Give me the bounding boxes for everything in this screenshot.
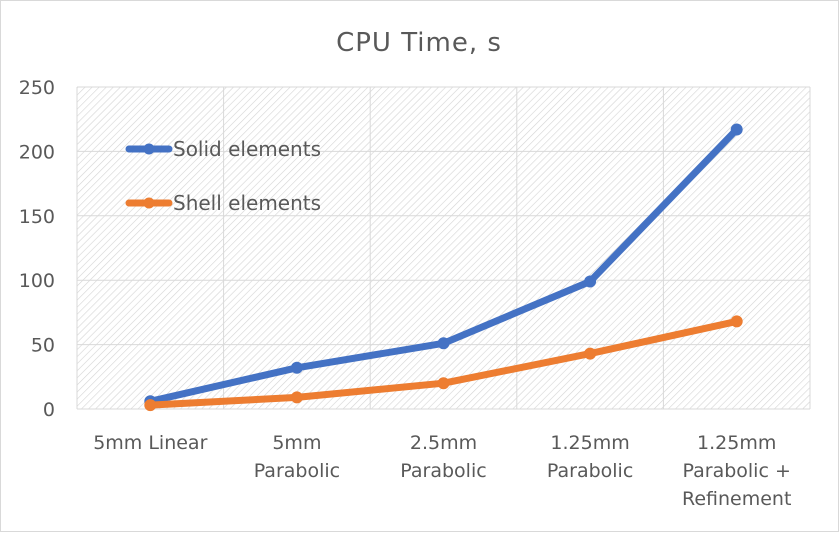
x-tick-label: 5mm [272,432,321,454]
y-tick-label: 100 [19,270,55,292]
y-tick-label: 250 [19,77,55,99]
series-0-point [584,275,597,288]
y-tick-label: 0 [43,399,55,421]
chart-title: CPU Time, s [336,28,502,58]
y-tick-label: 150 [19,206,55,228]
series-1-point [144,399,157,412]
x-tick-label: 1.25mm [697,432,776,454]
series-0-point [290,361,303,374]
series-0-point [730,123,743,136]
series-0-point [437,337,450,350]
x-tick-label: Parabolic [547,460,633,482]
series-1-point [730,315,743,328]
legend-label-0: Solid elements [173,137,321,161]
x-tick-label: Parabolic [400,460,486,482]
series-1-point [437,377,450,390]
x-tick-label: 2.5mm [410,432,477,454]
x-tick-label: 5mm Linear [93,432,207,454]
x-tick-label: Parabolic [254,460,340,482]
plot-area [77,87,810,409]
y-tick-label: 50 [31,335,55,357]
series-1-point [584,347,597,360]
series-1-point [290,391,303,404]
legend-label-1: Shell elements [173,191,321,215]
x-tick-label: 1.25mm [550,432,629,454]
x-tick-label: Refinement [682,488,791,510]
legend-marker-1 [143,197,155,209]
y-tick-label: 200 [19,141,55,163]
legend-marker-0 [143,143,155,155]
x-tick-label: Parabolic + [683,460,791,482]
